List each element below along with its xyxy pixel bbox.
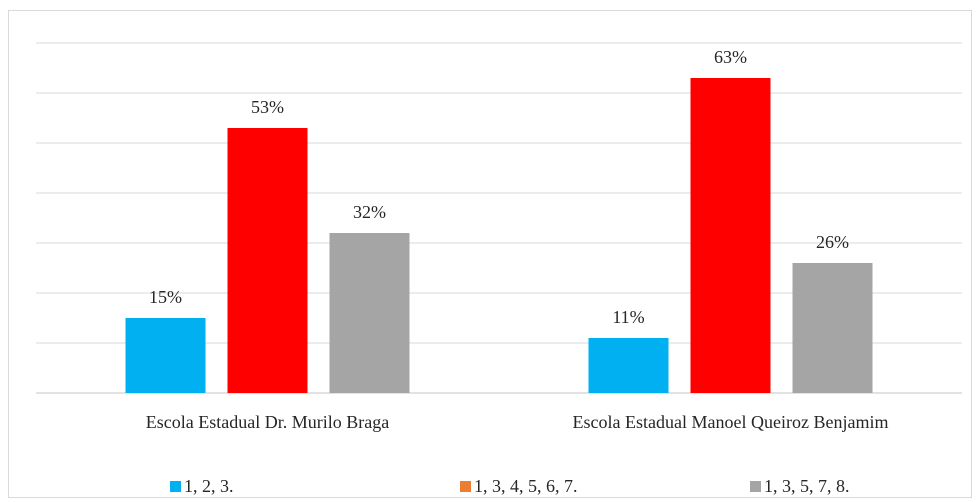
bars xyxy=(125,78,873,393)
bar xyxy=(125,318,206,393)
bar xyxy=(227,128,308,393)
legend-label: 1, 3, 4, 5, 6, 7. xyxy=(474,476,578,496)
data-label: 53% xyxy=(251,97,284,117)
category-label: Escola Estadual Dr. Murilo Braga xyxy=(146,412,389,432)
data-label: 63% xyxy=(714,47,747,67)
data-label: 32% xyxy=(353,202,386,222)
data-labels: 15% 53% 32% 11% 63% 26% xyxy=(149,47,849,327)
bar xyxy=(792,263,873,393)
legend-swatch xyxy=(750,481,761,492)
legend: 1, 2, 3. 1, 3, 4, 5, 6, 7. 1, 3, 5, 7, 8. xyxy=(170,476,850,496)
data-label: 15% xyxy=(149,287,182,307)
category-labels: Escola Estadual Dr. Murilo Braga Escola E… xyxy=(146,412,889,432)
legend-label: 1, 3, 5, 7, 8. xyxy=(764,476,850,496)
bar xyxy=(329,233,410,393)
bar xyxy=(588,338,669,393)
category-label: Escola Estadual Manoel Queiroz Benjamim xyxy=(573,412,889,432)
legend-label: 1, 2, 3. xyxy=(184,476,234,496)
data-label: 11% xyxy=(612,307,644,327)
chart-frame xyxy=(8,10,972,498)
bar xyxy=(690,78,771,393)
legend-swatch xyxy=(460,481,471,492)
legend-swatch xyxy=(170,481,181,492)
data-label: 26% xyxy=(816,232,849,252)
